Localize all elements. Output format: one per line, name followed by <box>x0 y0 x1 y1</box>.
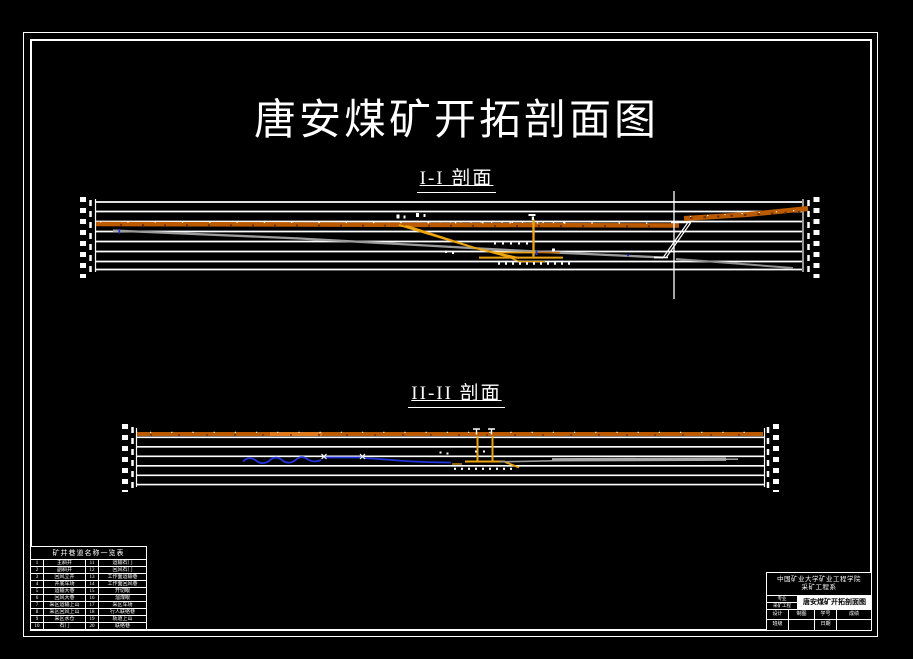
organization-cell: 中国矿业大学矿业工程学院 采矿工程系 <box>767 573 871 596</box>
legend-cell: 1 <box>31 560 44 567</box>
pit-bottom-link <box>510 257 545 263</box>
annotation-text-marks <box>494 242 570 265</box>
elevation-lines <box>96 201 802 271</box>
elevation-scale-left <box>122 424 138 492</box>
seam-speckles <box>99 209 807 228</box>
legend-cell: 主斜井 <box>44 560 86 567</box>
major-value: 采矿工程 <box>773 603 791 608</box>
tb-cell <box>837 620 871 630</box>
shaft-lines <box>398 219 563 263</box>
water-marks <box>118 229 630 257</box>
section-1-drawing <box>80 191 820 299</box>
legend-cell: 19 <box>86 616 99 623</box>
tb-cell: 成绩 <box>837 610 871 620</box>
legend-cell: 17 <box>86 602 99 609</box>
tb-cell: 设计 <box>767 610 789 620</box>
rock-stratum-thin <box>499 460 553 463</box>
legend-cell: 工作面回风巷 <box>99 581 146 588</box>
section-2-drawing <box>122 424 779 492</box>
annotation-marks <box>396 213 555 254</box>
tb-cell: 班级 <box>767 620 789 630</box>
legend-cell: 15 <box>86 588 99 595</box>
elevation-scale-left <box>80 197 97 278</box>
legend-cell: 井底车场 <box>44 581 86 588</box>
legend-cell: 14 <box>86 581 99 588</box>
legend-cell: 5 <box>31 588 44 595</box>
title-block: 中国矿业大学矿业工程学院 采矿工程系 专业 采矿工程 唐安煤矿开拓剖面图 设计 … <box>766 572 872 631</box>
elevation-scale-right <box>763 424 779 492</box>
rock-stratum-right <box>675 258 794 269</box>
legend-cell: 轨道上山 <box>99 616 146 623</box>
legend-cell: 18 <box>86 609 99 616</box>
legend-cell: 采区回风上山 <box>44 609 86 616</box>
major-label: 专业 <box>767 596 797 603</box>
legend-cell: 采区水仓 <box>44 616 86 623</box>
coal-seam-left <box>95 221 680 228</box>
legend-cell: 12 <box>86 567 99 574</box>
coal-seam-right <box>683 206 809 221</box>
section1-label: I-I 剖面 <box>416 163 497 193</box>
page-title: 唐安煤矿开拓剖面图 <box>253 98 659 144</box>
title-row: 专业 采矿工程 唐安煤矿开拓剖面图 <box>767 596 871 610</box>
annotation-marks <box>439 450 485 455</box>
legend-cell: 9 <box>31 616 44 623</box>
tb-cell: 学号 <box>815 610 837 620</box>
legend-cell: 20 <box>86 623 99 630</box>
legend-grid: 1 主斜井 11 运输石门 2 副斜井 12 回风石门 3 回风立井 13 工作面运输巷 4 井底车… <box>31 560 146 630</box>
tb-cell: 日期 <box>815 620 837 630</box>
legend-cell: 回风大巷 <box>44 595 86 602</box>
roadway-legend-table: 矿井巷道名称一览表 1 主斜井 11 运输石门 2 副斜井 12 回风石门 3 回风立井 13 工… <box>30 546 147 631</box>
legend-cell: 2 <box>31 567 44 574</box>
section-1-view <box>75 190 829 302</box>
org-line2: 采矿工程系 <box>801 584 837 591</box>
legend-cell: 4 <box>31 581 44 588</box>
legend-cell: 运输石门 <box>99 560 146 567</box>
legend-cell: 采区运输上山 <box>44 602 86 609</box>
legend-cell: 联络巷 <box>99 623 146 630</box>
legend-cell: 溜煤眼 <box>99 595 146 602</box>
section-2-view <box>118 418 790 496</box>
survey-x-marks <box>321 453 366 460</box>
legend-title: 矿井巷道名称一览表 <box>31 547 146 560</box>
legend-cell: 回风立井 <box>44 574 86 581</box>
legend-cell: 采区车场 <box>99 602 146 609</box>
section2-label-row: II-II 剖面 <box>0 378 913 408</box>
rock-stratum-left <box>112 229 664 259</box>
legend-cell: 8 <box>31 609 44 616</box>
rock-stratum-thick <box>551 457 727 462</box>
water-level-line <box>242 456 452 465</box>
legend-cell: 工作面运输巷 <box>99 574 146 581</box>
sheet-border-inner <box>30 39 872 631</box>
shaft-lines <box>452 436 520 469</box>
tb-cell <box>789 620 815 630</box>
legend-cell: 6 <box>31 595 44 602</box>
org-line1: 中国矿业大学矿业工程学院 <box>777 576 861 583</box>
shaft-head-marks <box>473 428 495 435</box>
legend-cell: 16 <box>86 595 99 602</box>
incline-link <box>504 461 520 469</box>
legend-cell: 石门 <box>44 623 86 630</box>
legend-cell: 行人联络巷 <box>99 609 146 616</box>
auxiliary-incline-shaft <box>405 224 520 259</box>
section2-label: II-II 剖面 <box>408 378 505 408</box>
fault-line <box>654 191 691 299</box>
legend-cell: 7 <box>31 602 44 609</box>
sheet-border-outer <box>23 32 878 637</box>
legend-cell: 回风石门 <box>99 567 146 574</box>
elevation-lines <box>137 436 764 486</box>
legend-cell: 副斜井 <box>44 567 86 574</box>
legend-cell: 10 <box>31 623 44 630</box>
drawing-title-cell: 唐安煤矿开拓剖面图 <box>798 596 871 609</box>
section1-label-row: I-I 剖面 <box>0 163 913 193</box>
legend-cell: 运输大巷 <box>44 588 86 595</box>
legend-cell: 3 <box>31 574 44 581</box>
signature-grid: 设计 制图 学号 成绩 班级 日期 <box>767 610 871 630</box>
legend-cell: 开切眼 <box>99 588 146 595</box>
title-left-cells: 专业 采矿工程 <box>767 596 798 609</box>
tb-cell: 制图 <box>789 610 815 620</box>
legend-cell: 11 <box>86 560 99 567</box>
legend-cell: 13 <box>86 574 99 581</box>
